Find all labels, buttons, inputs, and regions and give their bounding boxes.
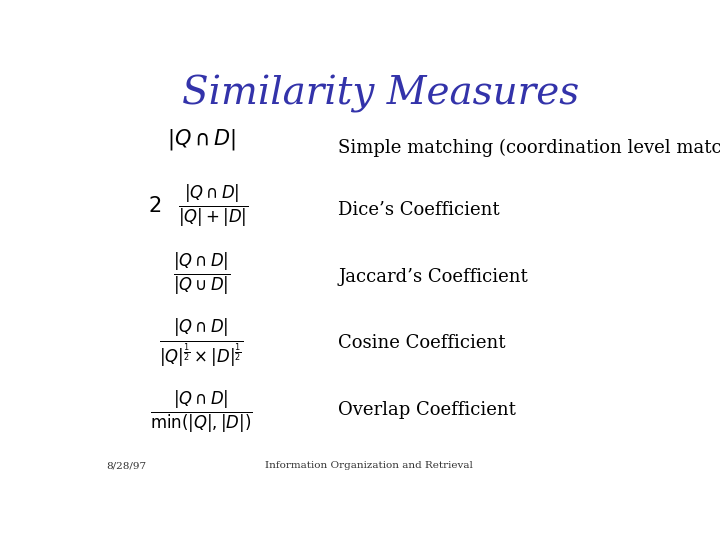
Text: $2$: $2$ — [148, 196, 161, 216]
Text: 8/28/97: 8/28/97 — [107, 461, 147, 470]
Text: $\frac{|Q\cap D|}{|Q|^{\frac{1}{2}}\times|D|^{\frac{1}{2}}}$: $\frac{|Q\cap D|}{|Q|^{\frac{1}{2}}\time… — [159, 318, 244, 369]
Text: Dice’s Coefficient: Dice’s Coefficient — [338, 201, 500, 219]
Text: $|Q\cap  D|$: $|Q\cap D|$ — [167, 127, 236, 152]
Text: Information Organization and Retrieval: Information Organization and Retrieval — [265, 461, 473, 470]
Text: Simple matching (coordination level match): Simple matching (coordination level matc… — [338, 139, 720, 157]
Text: $\frac{|Q\cap D|}{|Q\cup D|}$: $\frac{|Q\cap D|}{|Q\cup D|}$ — [173, 251, 230, 299]
Text: Similarity Measures: Similarity Measures — [181, 75, 579, 113]
Text: Cosine Coefficient: Cosine Coefficient — [338, 334, 506, 353]
Text: Overlap Coefficient: Overlap Coefficient — [338, 401, 516, 419]
Text: Jaccard’s Coefficient: Jaccard’s Coefficient — [338, 268, 528, 286]
Text: $\frac{|Q\cap D|}{|Q|+|D|}$: $\frac{|Q\cap D|}{|Q|+|D|}$ — [178, 183, 248, 230]
Text: $\frac{|Q\cap D|}{\min(|Q|,|D|)}$: $\frac{|Q\cap D|}{\min(|Q|,|D|)}$ — [150, 388, 253, 436]
